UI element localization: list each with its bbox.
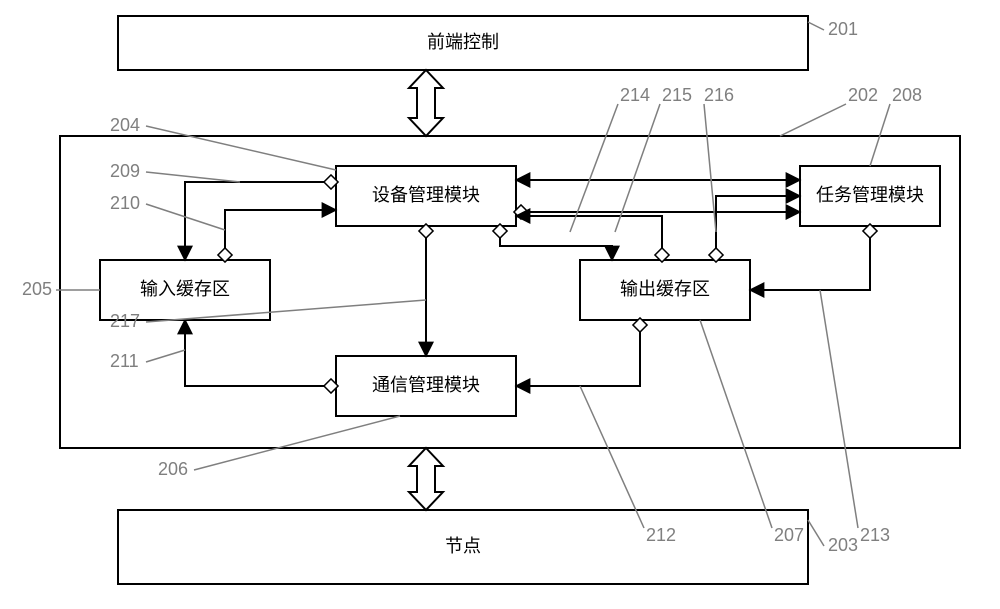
leader-201 [808,22,824,30]
taskmgr-label: 任务管理模块 [816,185,924,205]
ref-203: 203 [828,535,858,555]
outbuf-label: 输出缓存区 [620,279,710,299]
commmgr-label: 通信管理模块 [372,375,480,395]
leader-203 [808,520,824,546]
frontend-block: 前端控制 [118,16,808,70]
ref-213: 213 [860,525,890,545]
node-block: 节点 [118,510,808,584]
leader-202 [780,104,846,136]
ref-207: 207 [774,525,804,545]
inbuf-label: 输入缓存区 [140,279,230,299]
ref-211: 211 [110,351,139,371]
node-label: 节点 [445,536,481,556]
ref-204: 204 [110,115,140,135]
outbuf-block: 输出缓存区 [580,260,750,320]
ref-216: 216 [704,85,734,105]
big-arrow-bottom [409,448,443,510]
taskmgr-block: 任务管理模块 [800,166,940,226]
ref-208: 208 [892,85,922,105]
devmgr-label: 设备管理模块 [372,185,480,205]
ref-217: 217 [110,311,140,331]
ref-201: 201 [828,19,858,39]
ref-206: 206 [158,459,188,479]
devmgr-block: 设备管理模块 [336,166,516,226]
ref-202: 202 [848,85,878,105]
ref-209: 209 [110,161,140,181]
big-arrow-top [409,70,443,136]
commmgr-block: 通信管理模块 [336,356,516,416]
ref-205: 205 [22,279,52,299]
frontend-label: 前端控制 [427,32,499,52]
ref-212: 212 [646,525,676,545]
ref-215: 215 [662,85,692,105]
ref-214: 214 [620,85,650,105]
ref-210: 210 [110,193,140,213]
